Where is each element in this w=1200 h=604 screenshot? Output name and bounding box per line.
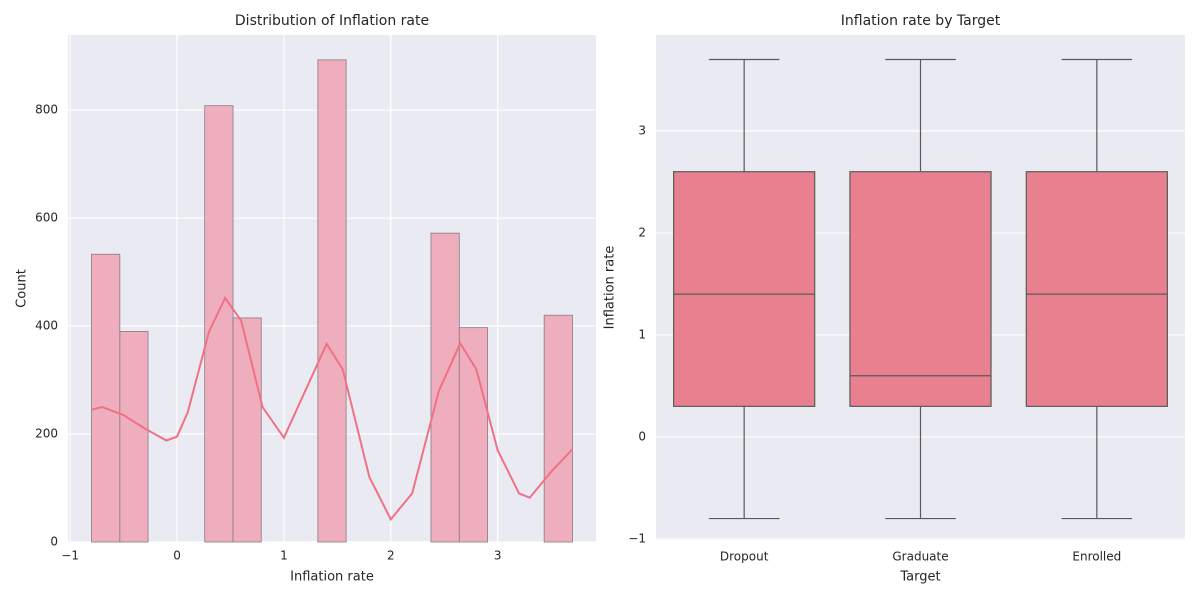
bar [204, 105, 234, 543]
y-axis-label: Inflation rate [603, 246, 618, 330]
bar [91, 253, 121, 543]
box [1025, 171, 1168, 407]
y-tick-label: 600 [35, 211, 58, 225]
chart-title: Distribution of Inflation rate [235, 13, 429, 29]
bar [119, 331, 149, 543]
x-tick-label: 0 [173, 549, 181, 563]
chart-title: Inflation rate by Target [841, 13, 1001, 29]
y-tick-label: 200 [35, 427, 58, 441]
y-tick-label: 0 [50, 535, 58, 549]
bar [543, 314, 573, 543]
x-axis-label: Inflation rate [290, 570, 374, 585]
x-tick-label: −1 [61, 549, 79, 563]
bar [430, 232, 460, 543]
bar [458, 327, 489, 543]
y-tick-label: −1 [628, 531, 646, 545]
x-tick-label: 3 [494, 549, 502, 563]
x-tick-label: Dropout [720, 550, 769, 564]
y-tick-label: 0 [638, 429, 646, 443]
x-axis-label: Target [899, 570, 940, 585]
y-tick-label: 800 [35, 103, 58, 117]
x-tick-label: 1 [280, 549, 288, 563]
box [849, 171, 992, 407]
kde-line [91, 295, 574, 522]
x-tick-label: Enrolled [1072, 550, 1121, 564]
x-tick-label: 2 [387, 549, 395, 563]
bar [232, 317, 262, 543]
box [673, 171, 816, 407]
y-tick-label: 400 [35, 319, 58, 333]
y-tick-label: 1 [638, 327, 646, 341]
y-tick-label: 3 [638, 123, 646, 137]
y-axis-label: Count [15, 269, 30, 308]
y-tick-label: 2 [638, 225, 646, 239]
x-tick-label: Graduate [892, 550, 948, 564]
bar [317, 59, 347, 543]
